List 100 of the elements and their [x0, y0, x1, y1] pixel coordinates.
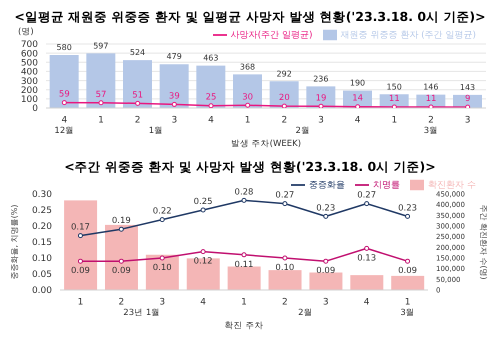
- x-tick-label: 1: [98, 115, 104, 126]
- point: [242, 252, 246, 258]
- point: [364, 246, 370, 251]
- x-tick-label: 1: [244, 115, 251, 126]
- data-label: 59: [58, 90, 70, 100]
- legend-label: 확진환자 수: [428, 180, 476, 190]
- point: [282, 256, 288, 260]
- x-tick-label: 2: [428, 115, 434, 126]
- y-tick-label: 0.00: [32, 286, 52, 296]
- bar: [268, 270, 302, 290]
- data-label: 0.09: [316, 266, 336, 276]
- point: [405, 258, 410, 264]
- data-label: 11: [388, 94, 400, 104]
- x-tick-label: 2: [281, 115, 288, 126]
- y2-axis-title: 주간 확진환자 수(명): [479, 204, 488, 280]
- data-label: 580: [56, 42, 72, 52]
- y-axis-title: (명): [18, 26, 34, 38]
- data-label: 0.27: [275, 190, 294, 201]
- data-label: 0.10: [275, 263, 294, 273]
- data-label: 597: [93, 41, 108, 50]
- data-label: 0.10: [152, 263, 172, 273]
- y-tick-label: 0: [32, 104, 38, 114]
- x-tick-label: 1: [241, 297, 247, 308]
- x-tick-label: 1: [404, 297, 410, 308]
- x-tick-label: 3: [464, 115, 471, 126]
- bar: [233, 74, 262, 108]
- x-tick-label: 4: [200, 297, 206, 308]
- x-tick-label: 2: [118, 297, 124, 308]
- data-label: 19: [316, 93, 326, 104]
- data-label: 57: [96, 90, 106, 100]
- data-label: 0.09: [398, 266, 418, 276]
- bar: [270, 81, 299, 108]
- chart-title: <주간 위중증 환자 및 사망자 발생 현황('23.3.18. 0시 기준)>: [63, 158, 437, 176]
- bar: [64, 200, 98, 290]
- point: [323, 214, 328, 219]
- y-tick-label: 600: [20, 49, 38, 60]
- bar: [228, 266, 261, 290]
- x-tick-label: 3: [159, 297, 166, 308]
- data-label: 0.13: [357, 253, 376, 264]
- bar: [391, 276, 424, 290]
- chart-title: <일평균 재원중 위중증 환자 및 일평균 사망자 발생 현황('23.3.18. 0시 기준)>: [13, 8, 487, 26]
- point: [118, 226, 124, 232]
- x-tick-label: 3: [171, 115, 178, 126]
- legend-label: 중증화율: [309, 180, 346, 190]
- y-tick-label: 700: [20, 40, 38, 50]
- point: [323, 258, 328, 264]
- data-label: 0.28: [234, 187, 254, 198]
- data-label: 463: [203, 54, 218, 63]
- x-tick-label: 3: [318, 115, 324, 126]
- x-axis-title: 확진 주차: [224, 320, 264, 332]
- bar: [86, 53, 116, 108]
- data-label: 0.22: [152, 206, 172, 217]
- text: 2월: [294, 125, 311, 137]
- data-label: 0.11: [234, 260, 254, 270]
- legend-label: 사망자(주간 일평균): [230, 30, 313, 40]
- x-tick-label: 4: [364, 297, 370, 308]
- data-label: 11: [426, 94, 436, 104]
- text: 12월: [53, 125, 76, 137]
- data-label: 30: [242, 92, 254, 102]
- data-label: 51: [132, 90, 144, 100]
- data-label: 0.23: [316, 203, 336, 214]
- y-tick-label: 0.05: [32, 270, 52, 280]
- data-label: 146: [423, 82, 438, 92]
- point: [200, 249, 206, 254]
- legend-label: 재원중 위중증 환자 (주간 일평균): [340, 30, 476, 40]
- point: [364, 201, 370, 206]
- data-label: 14: [352, 94, 364, 104]
- x-tick-label: 4: [208, 115, 214, 126]
- bar: [160, 64, 189, 108]
- y-tick-label: 0.25: [32, 206, 52, 216]
- data-label: 9: [464, 94, 470, 104]
- text: 3월: [399, 307, 416, 319]
- text: 2월: [297, 307, 314, 319]
- y-tick-label: 200: [20, 86, 38, 96]
- data-label: 39: [168, 91, 180, 102]
- text: 23년 1월: [122, 307, 162, 319]
- data-label: 524: [130, 48, 146, 58]
- data-label: 236: [313, 74, 328, 84]
- point: [405, 214, 410, 219]
- x-axis-title: 발생 주차(WEEK): [230, 138, 302, 150]
- data-label: 292: [276, 69, 292, 78]
- data-label: 190: [350, 78, 366, 88]
- point: [118, 258, 124, 264]
- text: 3월: [422, 125, 440, 137]
- y-tick-label: 400: [20, 68, 38, 78]
- point: [160, 217, 165, 222]
- bar: [309, 272, 342, 290]
- data-label: 0.19: [112, 216, 131, 226]
- point: [78, 258, 83, 264]
- data-label: 20: [278, 93, 290, 104]
- point: [78, 233, 83, 238]
- point: [242, 198, 246, 203]
- data-label: 0.27: [357, 190, 376, 201]
- bar: [146, 254, 179, 290]
- data-label: 0.17: [70, 222, 90, 233]
- point: [282, 201, 288, 206]
- x-tick-label: 2: [282, 297, 288, 308]
- bar: [123, 60, 152, 108]
- y-tick-label: 0.10: [32, 254, 52, 264]
- bar: [350, 275, 384, 290]
